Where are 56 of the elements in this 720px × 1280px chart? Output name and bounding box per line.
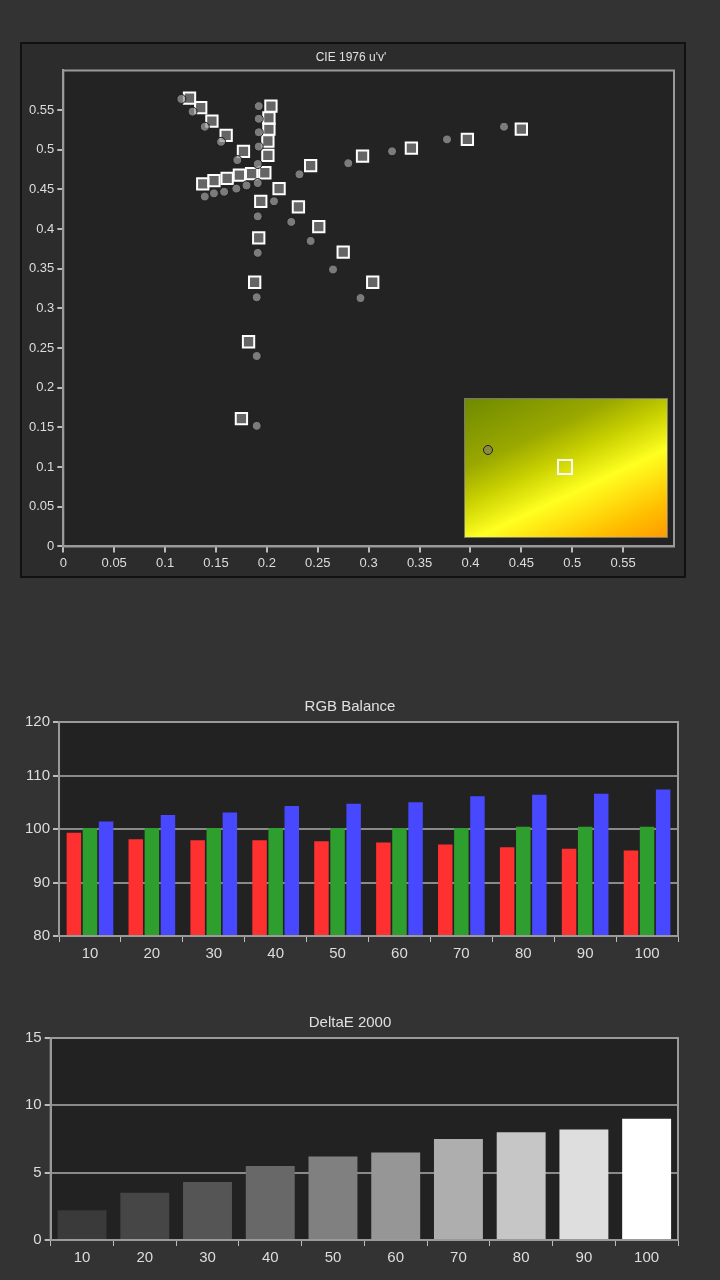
y-tick-label: 0.5 xyxy=(36,141,55,157)
x-tick-label: 60 xyxy=(387,1248,405,1266)
y-tick-label: 0 xyxy=(33,1230,42,1248)
x-tick-label: 0.45 xyxy=(508,554,534,570)
x-tick-label: 50 xyxy=(324,1248,342,1266)
x-tick-label: 50 xyxy=(329,944,346,962)
x-tick-label: 0.05 xyxy=(101,554,127,570)
y-tick-label: 15 xyxy=(25,1028,42,1046)
y-tick-label: 0.35 xyxy=(28,260,55,276)
x-tick-label: 70 xyxy=(453,944,470,962)
y-tick-label: 10 xyxy=(25,1095,42,1113)
y-tick-label: 5 xyxy=(33,1162,42,1180)
y-tick-label: 0.45 xyxy=(28,180,55,196)
y-tick-label: 0.1 xyxy=(36,458,55,474)
x-tick-label: 30 xyxy=(205,944,223,962)
y-tick-label: 110 xyxy=(26,765,51,783)
x-tick-label: 0.35 xyxy=(406,554,433,570)
x-tick-label: 0.5 xyxy=(563,554,582,570)
x-tick-label: 30 xyxy=(199,1248,216,1266)
x-tick-label: 90 xyxy=(576,944,594,962)
x-tick-label: 100 xyxy=(634,1248,660,1266)
x-tick-label: 0.25 xyxy=(305,554,331,570)
x-tick-label: 10 xyxy=(73,1248,91,1266)
x-tick-label: 0.1 xyxy=(156,554,175,570)
x-tick-label: 20 xyxy=(136,1248,154,1266)
x-tick-label: 0.15 xyxy=(203,554,229,570)
chart-title: CIE 1976 u'v' xyxy=(315,49,387,64)
y-tick-label: 0.4 xyxy=(36,220,55,236)
x-tick-label: 60 xyxy=(391,944,408,962)
x-tick-label: 100 xyxy=(634,944,660,962)
x-tick-label: 40 xyxy=(261,1248,279,1266)
y-tick-label: 0.05 xyxy=(28,498,55,514)
x-tick-label: 0.55 xyxy=(610,554,636,570)
x-tick-label: 0.3 xyxy=(359,554,378,570)
y-tick-label: 100 xyxy=(25,819,51,837)
x-tick-label: 70 xyxy=(450,1248,467,1266)
x-tick-label: 20 xyxy=(143,944,161,962)
y-tick-label: 0.3 xyxy=(36,299,55,315)
x-tick-label: 80 xyxy=(514,944,532,962)
y-tick-label: 80 xyxy=(33,926,51,944)
chart-title: RGB Balance xyxy=(304,697,396,715)
y-tick-label: 90 xyxy=(33,872,51,890)
y-tick-label: 0.55 xyxy=(28,101,55,117)
x-tick-label: 0 xyxy=(59,554,67,570)
y-tick-label: 0.2 xyxy=(36,379,55,395)
y-tick-label: 0.15 xyxy=(28,418,55,434)
x-tick-label: 80 xyxy=(512,1248,530,1266)
x-tick-label: 0.2 xyxy=(257,554,276,570)
chart-title: DeltaE 2000 xyxy=(308,1013,392,1031)
x-tick-label: 0.4 xyxy=(461,554,480,570)
x-tick-label: 10 xyxy=(81,944,99,962)
y-tick-label: 0.25 xyxy=(28,339,55,355)
x-tick-label: 40 xyxy=(267,944,285,962)
x-tick-label: 90 xyxy=(575,1248,593,1266)
y-tick-label: 120 xyxy=(25,712,51,730)
y-tick-label: 0 xyxy=(47,537,55,553)
